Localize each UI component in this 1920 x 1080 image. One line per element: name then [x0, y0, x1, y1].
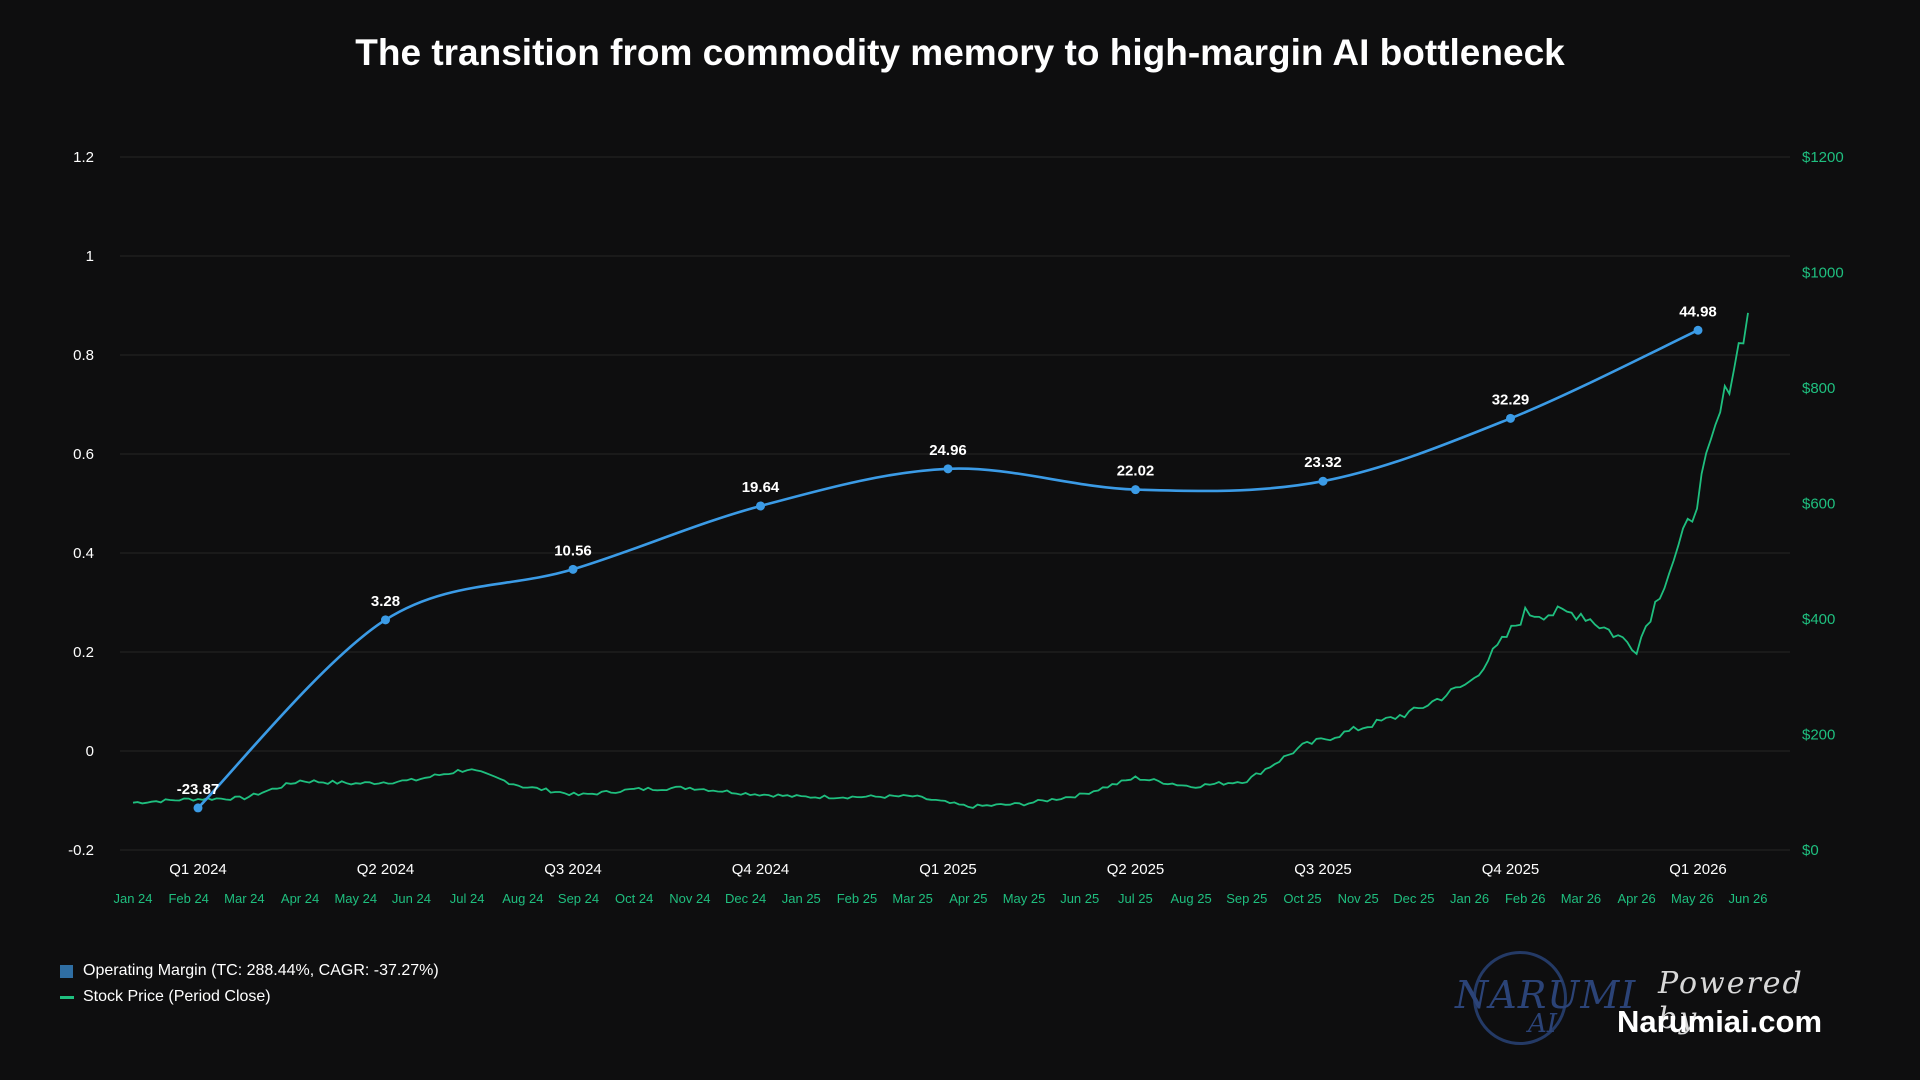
month-label: Aug 25 [1171, 891, 1212, 906]
month-label: May 24 [334, 891, 377, 906]
month-label: Jun 25 [1060, 891, 1099, 906]
right-tick-label: $600 [1802, 496, 1835, 513]
left-tick-label: 0.4 [73, 545, 94, 562]
left-tick-label: 0.2 [73, 644, 94, 661]
right-tick-label: $1000 [1802, 265, 1844, 282]
quarter-label: Q3 2024 [544, 861, 602, 878]
month-axis-labels: Jan 24 Feb 24 Mar 24 Apr 24 May 24 Jun 24 Jul … [113, 891, 1767, 906]
margin-data-label: 19.64 [742, 479, 780, 496]
site-url[interactable]: Narumiai.com [1617, 1004, 1823, 1039]
right-axis-ticks: $1200 $1000 $800 $600 $400 $200 $0 [1802, 149, 1844, 859]
legend-swatch-price [60, 995, 74, 999]
operating-margin-series: -23.87 3.28 10.56 19.64 24.96 22.02 23.32 32.29… [177, 303, 1717, 813]
quarter-label: Q2 2024 [357, 861, 415, 878]
narumi-logo: NARUMI AI [1455, 945, 1635, 1045]
month-label: Apr 26 [1617, 891, 1655, 906]
month-label: Jun 26 [1728, 891, 1767, 906]
margin-data-label: 22.02 [1117, 463, 1155, 480]
month-label: Jul 24 [450, 891, 485, 906]
month-label: May 25 [1003, 891, 1046, 906]
chart-title: The transition from commodity memory to … [355, 32, 1565, 73]
quarter-label: Q2 2025 [1107, 861, 1165, 878]
month-label: Jul 25 [1118, 891, 1153, 906]
left-tick-label: 1 [86, 248, 94, 265]
margin-data-label: 24.96 [929, 442, 967, 459]
right-tick-label: $200 [1802, 727, 1835, 744]
logo-sub: AI [1528, 1009, 1558, 1039]
month-label: Apr 24 [281, 891, 319, 906]
month-label: Jan 24 [113, 891, 152, 906]
month-label: Feb 25 [837, 891, 877, 906]
branding: NARUMI AI Powered by Narumiai.com [1455, 940, 1855, 1045]
margin-data-label: 10.56 [554, 542, 592, 559]
margin-data-label: -23.87 [177, 781, 220, 798]
month-label: Mar 26 [1561, 891, 1601, 906]
operating-margin-line [197, 329, 1699, 809]
margin-point [568, 564, 578, 574]
margin-point [1131, 485, 1140, 495]
stock-price-line [132, 312, 1749, 809]
month-label: Dec 25 [1393, 891, 1434, 906]
month-label: Apr 25 [949, 891, 987, 906]
left-tick-label: 1.2 [73, 149, 94, 166]
margin-data-label: 32.29 [1492, 391, 1530, 408]
month-label: Sep 25 [1226, 891, 1267, 906]
legend-item-margin[interactable]: Operating Margin (TC: 288.44%, CAGR: -37… [60, 958, 439, 984]
powered-by-text: Powered by [1658, 966, 1804, 1036]
margin-point [943, 464, 953, 474]
grid-lines [120, 156, 1790, 851]
margin-point [1506, 413, 1515, 423]
legend-label-margin: Operating Margin (TC: 288.44%, CAGR: -37… [83, 962, 439, 979]
month-label: Mar 24 [224, 891, 264, 906]
quarter-label: Q4 2024 [732, 861, 790, 878]
quarter-label: Q3 2025 [1294, 861, 1352, 878]
legend-item-price[interactable]: Stock Price (Period Close) [60, 984, 439, 1010]
month-label: Oct 25 [1283, 891, 1321, 906]
right-tick-label: $0 [1802, 842, 1819, 859]
month-label: May 26 [1671, 891, 1714, 906]
margin-point [1693, 325, 1703, 335]
month-label: Dec 24 [725, 891, 766, 906]
margin-point [1318, 476, 1328, 486]
margin-data-label: 3.28 [371, 593, 400, 610]
month-label: Jan 26 [1450, 891, 1489, 906]
month-label: Mar 25 [892, 891, 932, 906]
right-tick-label: $1200 [1802, 149, 1844, 166]
quarter-label: Q4 2025 [1482, 861, 1540, 878]
left-tick-label: 0.6 [73, 446, 94, 463]
month-label: Feb 26 [1505, 891, 1545, 906]
legend-swatch-margin [60, 964, 73, 978]
stock-price-series [132, 312, 1749, 809]
quarter-label: Q1 2024 [169, 861, 227, 878]
legend-label-price: Stock Price (Period Close) [83, 988, 271, 1005]
month-label: Oct 24 [615, 891, 653, 906]
left-axis-ticks: 1.2 1 0.8 0.6 0.4 0.2 0 -0.2 [68, 149, 94, 859]
quarter-label: Q1 2026 [1669, 861, 1727, 878]
month-label: Sep 24 [558, 891, 599, 906]
right-tick-label: $400 [1802, 611, 1835, 628]
month-label: Nov 24 [669, 891, 710, 906]
month-label: Nov 25 [1338, 891, 1379, 906]
left-tick-label: -0.2 [68, 842, 94, 859]
month-label: Jan 25 [782, 891, 821, 906]
margin-point [193, 803, 203, 813]
legend: Operating Margin (TC: 288.44%, CAGR: -37… [60, 958, 439, 1010]
margin-data-label: 44.98 [1679, 303, 1717, 320]
margin-point [756, 501, 765, 511]
quarter-label: Q1 2025 [919, 861, 977, 878]
quarter-axis-labels: Q1 2024 Q2 2024 Q3 2024 Q4 2024 Q1 2025 Q2 20… [169, 861, 1727, 878]
month-label: Jun 24 [392, 891, 431, 906]
logo-text: NARUMI [1455, 973, 1637, 1017]
logo-ring [1473, 951, 1567, 1045]
margin-data-label: 23.32 [1304, 454, 1342, 471]
month-label: Aug 24 [502, 891, 543, 906]
month-label: Feb 24 [168, 891, 208, 906]
right-tick-label: $800 [1802, 380, 1835, 397]
margin-point [381, 615, 390, 625]
left-tick-label: 0.8 [73, 347, 94, 364]
left-tick-label: 0 [86, 743, 94, 760]
